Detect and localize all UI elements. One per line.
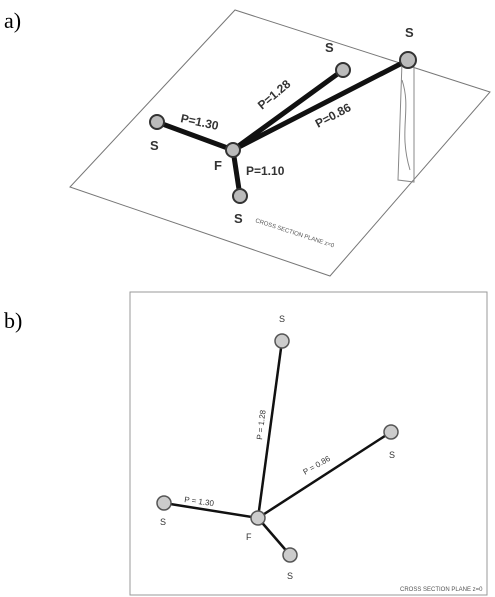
column bbox=[398, 62, 414, 182]
node-label: S bbox=[150, 138, 159, 153]
edges bbox=[164, 341, 391, 555]
node-label: S bbox=[325, 40, 334, 55]
node-label: S bbox=[279, 314, 285, 324]
node-label: F bbox=[214, 158, 222, 173]
edge-label: P = 1.28 bbox=[255, 409, 268, 440]
node-label: S bbox=[405, 25, 414, 40]
edge-label: P=1.10 bbox=[246, 164, 285, 178]
plane bbox=[130, 292, 487, 595]
edge-label: P=1.28 bbox=[255, 77, 294, 113]
plane-label: CROSS SECTION PLANE z=0 bbox=[254, 218, 335, 249]
node-label: S bbox=[234, 211, 243, 226]
node-label: F bbox=[246, 532, 252, 542]
edge-label: P=1.30 bbox=[179, 111, 220, 133]
figure: a) F S S S S P=1.30 P=1.28 P=0.86 P=1.10… bbox=[0, 0, 495, 597]
panel-label: b) bbox=[4, 308, 22, 333]
node-label: S bbox=[389, 450, 395, 460]
plane-label: CROSS SECTION PLANE z=0 bbox=[400, 587, 483, 593]
panel-label: a) bbox=[4, 8, 21, 33]
node-label: S bbox=[160, 517, 166, 527]
plane bbox=[70, 10, 490, 276]
node-label: S bbox=[287, 571, 293, 581]
